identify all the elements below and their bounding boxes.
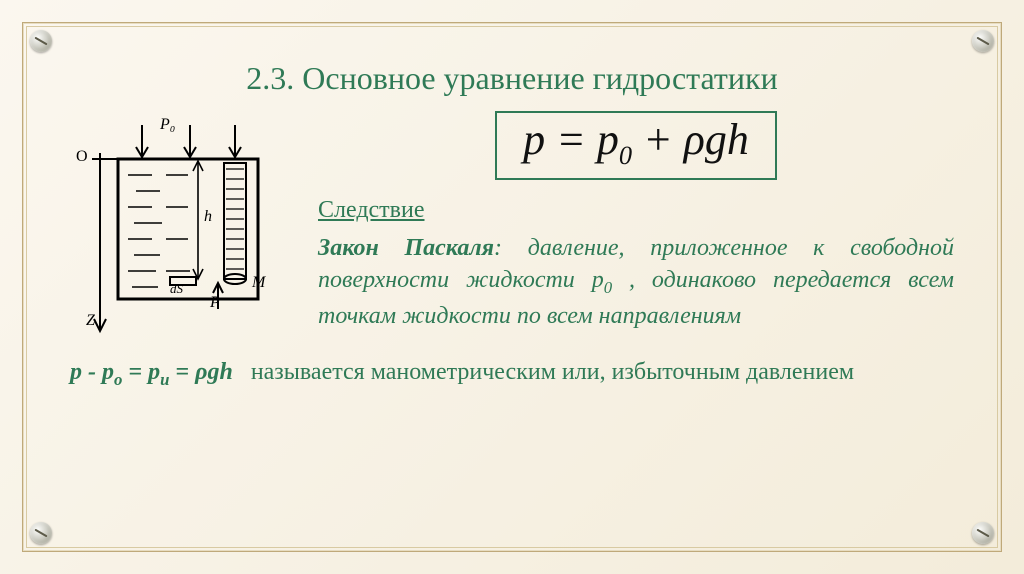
diagram-label-origin: O (76, 148, 88, 165)
top-row: O Z P₀ h dS P M p = p0 + ρgh Следствие (70, 111, 954, 341)
content-area: 2.3. Основное уравнение гидростатики (70, 60, 954, 524)
manometric-line: p - pо = pи = ρgh называется манометриче… (70, 359, 954, 390)
diagram-label-p: P (209, 294, 220, 311)
screw-icon (30, 30, 52, 52)
screw-icon (972, 30, 994, 52)
manometric-lhs: p - pо = pи = ρgh (70, 359, 233, 385)
diagram-label-axis: Z (86, 312, 96, 329)
screw-icon (972, 522, 994, 544)
manometric-rhs: называется манометрическим или, избыточн… (251, 359, 854, 385)
right-column: p = p0 + ρgh Следствие Закон Паскаля: да… (318, 111, 954, 332)
diagram-label-h: h (204, 208, 212, 225)
consequence-heading: Следствие (318, 194, 954, 226)
hydrostatics-diagram: O Z P₀ h dS P M (70, 111, 290, 341)
diagram-label-ds: dS (170, 281, 184, 296)
page-title: 2.3. Основное уравнение гидростатики (70, 60, 954, 97)
diagram-label-m: M (251, 274, 267, 291)
pascal-law-text: Закон Паскаля: давление, приложенное к с… (318, 232, 954, 332)
main-formula: p = p0 + ρgh (495, 111, 777, 180)
diagram-label-p0: P₀ (159, 116, 175, 133)
consequence-block: Следствие Закон Паскаля: давление, прило… (318, 194, 954, 333)
formula-wrap: p = p0 + ρgh (318, 111, 954, 180)
diagram-svg: O Z P₀ h dS P M (70, 111, 290, 341)
screw-icon (30, 522, 52, 544)
slide: 2.3. Основное уравнение гидростатики (0, 0, 1024, 574)
